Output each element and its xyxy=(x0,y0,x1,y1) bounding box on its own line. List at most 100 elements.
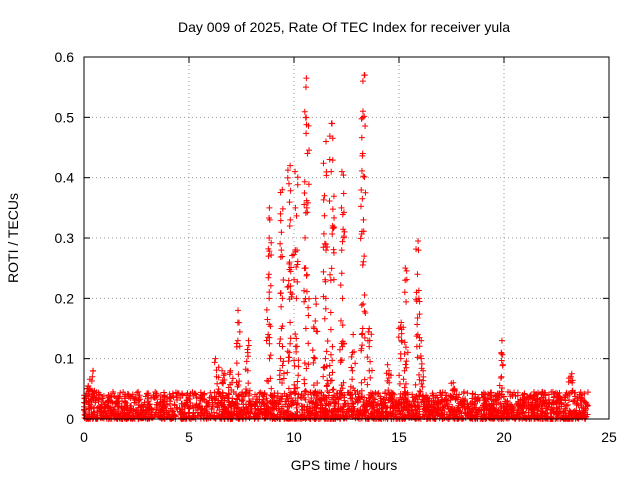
baseline-point xyxy=(85,398,92,405)
baseline-point xyxy=(114,397,121,404)
spike-point xyxy=(360,258,367,265)
baseline-point xyxy=(274,415,281,422)
baseline-point xyxy=(461,401,468,408)
baseline-point xyxy=(86,401,93,408)
spike-point xyxy=(358,134,365,141)
spike-point xyxy=(276,340,283,347)
spike-point xyxy=(327,271,334,278)
baseline-point xyxy=(161,392,168,399)
spike-point xyxy=(403,364,410,371)
spike-point xyxy=(280,277,287,284)
spike-point xyxy=(284,369,291,376)
spike-point xyxy=(235,371,242,378)
spike-point xyxy=(357,203,364,210)
baseline-point xyxy=(313,409,320,416)
spike-point xyxy=(303,75,310,82)
baseline-point xyxy=(153,392,160,399)
spike-point xyxy=(227,367,234,374)
spike-point xyxy=(305,122,312,129)
baseline-point xyxy=(500,393,507,400)
baseline-point xyxy=(144,395,151,402)
baseline-point xyxy=(577,391,584,398)
spike-point xyxy=(301,287,308,294)
spike-point xyxy=(359,150,366,157)
baseline-point xyxy=(184,390,191,397)
baseline-point xyxy=(335,395,342,402)
spike-point xyxy=(403,267,410,274)
baseline-point xyxy=(341,397,348,404)
spike-point xyxy=(340,172,347,179)
spike-point xyxy=(338,270,345,277)
baseline-point xyxy=(492,391,499,398)
spike-point xyxy=(91,387,98,394)
spike-point xyxy=(301,380,308,387)
baseline-point xyxy=(214,403,221,410)
baseline-point xyxy=(137,404,144,411)
spike-point xyxy=(287,340,294,347)
baseline-point xyxy=(123,405,130,412)
spike-point xyxy=(358,186,365,193)
spike-point xyxy=(268,251,275,258)
spike-point xyxy=(321,240,328,247)
baseline-point xyxy=(486,409,493,416)
spike-point xyxy=(246,387,253,394)
baseline-point xyxy=(317,408,324,415)
spike-point xyxy=(329,206,336,213)
baseline-point xyxy=(354,399,361,406)
spike-point xyxy=(413,343,420,350)
baseline-point xyxy=(464,400,471,407)
baseline-point xyxy=(562,391,569,398)
spike-point xyxy=(360,216,367,223)
baseline-point xyxy=(363,409,370,416)
baseline-point xyxy=(534,407,541,414)
spike-point xyxy=(312,318,319,325)
spike-point xyxy=(263,337,270,344)
spike-point xyxy=(416,376,423,383)
spike-point xyxy=(414,321,421,328)
spike-point xyxy=(321,212,328,219)
baseline-point xyxy=(288,400,295,407)
y-tick-label: 0.6 xyxy=(55,49,75,65)
baseline-point xyxy=(127,407,134,414)
baseline-point xyxy=(197,389,204,396)
x-tick-label: 5 xyxy=(185,429,193,445)
spike-point xyxy=(302,84,309,91)
spike-point xyxy=(324,337,331,344)
baseline-point xyxy=(502,398,509,405)
spike-point xyxy=(413,333,420,340)
baseline-point xyxy=(490,401,497,408)
baseline-point xyxy=(382,399,389,406)
spike-point xyxy=(303,204,310,211)
spike-point xyxy=(320,160,327,167)
spike-point xyxy=(358,167,365,174)
spike-point xyxy=(331,214,338,221)
spike-point xyxy=(416,371,423,378)
baseline-point xyxy=(222,406,229,413)
baseline-point xyxy=(404,398,411,405)
spike-point xyxy=(309,347,316,354)
baseline-point xyxy=(328,408,335,415)
baseline-point xyxy=(429,415,436,422)
baseline-point xyxy=(334,394,341,401)
spike-point xyxy=(267,352,274,359)
baseline-point xyxy=(215,400,222,407)
baseline-point xyxy=(312,399,319,406)
spike-point xyxy=(398,319,405,326)
baseline-point xyxy=(374,401,381,408)
baseline-point xyxy=(469,395,476,402)
spike-point xyxy=(322,295,329,302)
spike-point xyxy=(268,385,275,392)
baseline-point xyxy=(192,391,199,398)
spike-point xyxy=(305,312,312,319)
spike-point xyxy=(278,303,285,310)
spike-point xyxy=(361,253,368,260)
plot-frame xyxy=(83,56,610,420)
spike-point xyxy=(362,189,369,196)
baseline-point xyxy=(535,389,542,396)
baseline-point xyxy=(509,405,516,412)
baseline-point xyxy=(441,396,448,403)
baseline-point xyxy=(540,398,547,405)
spike-point xyxy=(359,108,366,115)
baseline-point xyxy=(472,394,479,401)
y-tick-label: 0.1 xyxy=(55,351,75,367)
